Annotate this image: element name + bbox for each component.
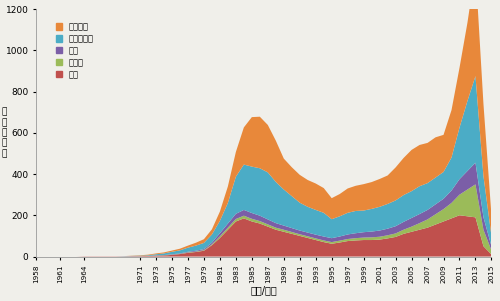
X-axis label: 时间/年份: 时间/年份 bbox=[250, 285, 277, 296]
Y-axis label: 申
请
量
／
项: 申 请 量 ／ 项 bbox=[2, 107, 7, 158]
Legend: 辅助部件, 末端执行器, 驱动, 机械臂, 关节: 辅助部件, 末端执行器, 驱动, 机械臂, 关节 bbox=[54, 21, 96, 81]
